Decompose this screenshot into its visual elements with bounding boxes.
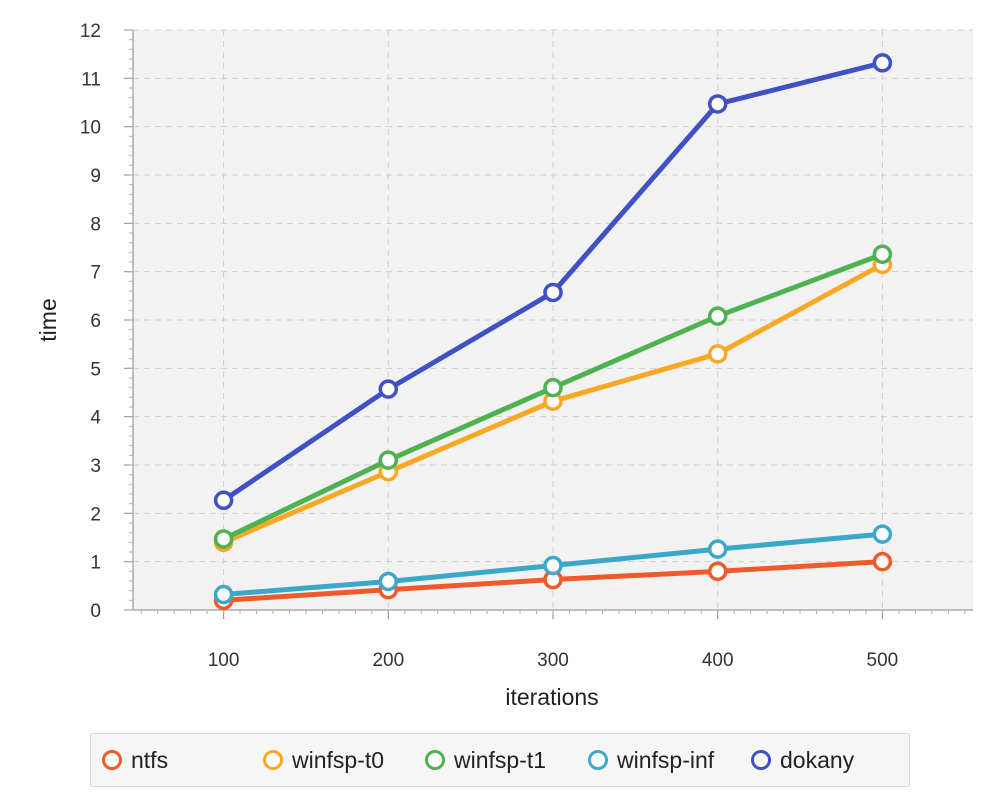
x-tick-label: 500 [867,650,899,671]
data-point [707,344,728,364]
data-point [378,450,399,470]
legend-marker-icon [588,750,608,770]
data-point [213,584,234,605]
y-tick-label: 11 [81,69,101,90]
x-tick-label: 300 [537,650,569,671]
x-tick-label: 400 [702,650,734,671]
y-tick-label: 10 [80,118,101,139]
series-lines [213,53,893,611]
x-tick-label: 100 [208,650,240,671]
data-point [872,551,893,572]
legend-item-winfsp-t1[interactable]: winfsp-t1 [425,734,546,786]
series-winfsp-t1 [213,244,893,549]
data-point [707,539,728,559]
legend-label: dokany [780,746,855,773]
legend: ntfs winfsp-t0 winfsp-t1 winfsp-inf dokany [90,733,910,787]
x-axis-title: iterations [505,684,598,710]
legend-item-winfsp-t0[interactable]: winfsp-t0 [263,734,384,786]
y-tick-label: 4 [90,408,101,429]
data-point [213,490,234,511]
data-point [378,379,399,399]
legend-label: winfsp-t0 [292,746,385,773]
legend-item-dokany[interactable]: dokany [751,734,854,786]
data-point [707,561,728,582]
legend-marker-icon [425,750,445,770]
y-tick-label: 6 [90,311,101,332]
y-tick-label: 7 [90,263,101,284]
data-point [872,524,893,544]
data-point [543,282,563,303]
legend-label: winfsp-t1 [454,746,547,773]
x-tick-label: 200 [372,650,404,671]
legend-item-winfsp-inf[interactable]: winfsp-inf [588,734,714,786]
data-point [872,244,893,265]
axes [124,29,973,619]
y-tick-label: 8 [90,214,101,235]
legend-label: ntfs [131,746,169,773]
data-point [707,306,728,326]
y-tick-label: 12 [80,21,101,42]
legend-marker-icon [751,750,771,770]
y-tick-label: 0 [90,601,101,622]
y-tick-label: 2 [90,504,101,525]
series-winfsp-inf [213,524,893,605]
data-point [543,555,563,576]
data-point [378,571,399,592]
legend-item-ntfs[interactable]: ntfs [102,734,168,786]
series-dokany [213,53,893,511]
data-point [543,377,563,398]
y-axis-title: time [35,298,61,341]
legend-label: winfsp-inf [617,746,715,773]
legend-marker-icon [102,750,122,770]
legend-marker-icon [263,750,283,770]
y-tick-label: 9 [90,166,101,187]
y-tick-label: 1 [90,553,101,574]
y-tick-label: 3 [90,456,101,477]
data-point [707,94,728,114]
data-point [872,53,893,73]
y-tick-label: 5 [90,359,101,380]
data-point [213,529,234,549]
